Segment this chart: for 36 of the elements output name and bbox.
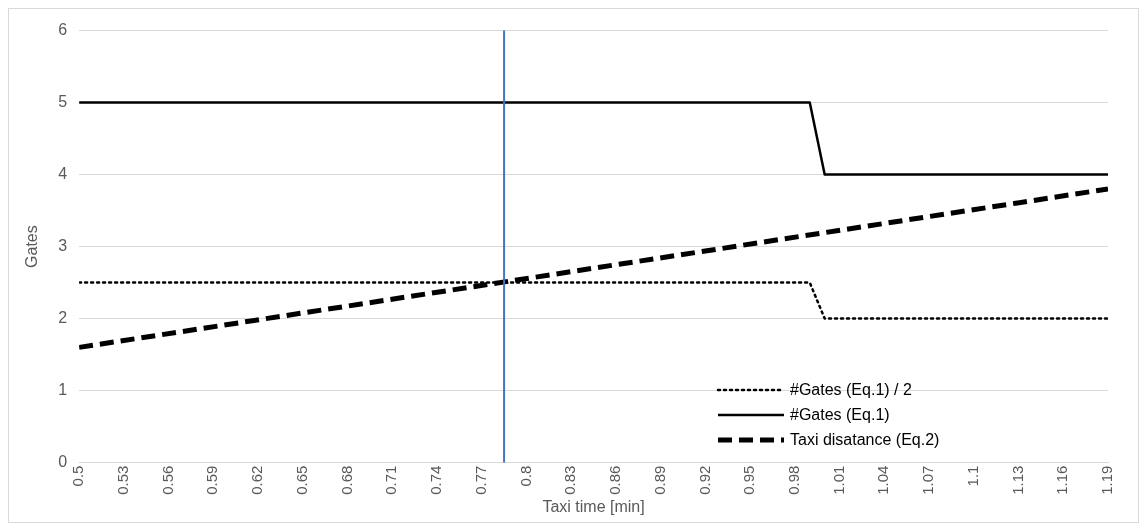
x-tick-label: 0.62	[248, 465, 266, 495]
y-tick-label: 3	[58, 237, 68, 255]
legend-label: Taxi disatance (Eq.2)	[790, 430, 940, 448]
x-tick-label: 0.8	[516, 465, 534, 487]
x-tick-label: 1.13	[1008, 465, 1026, 495]
x-tick-label: 1.16	[1053, 465, 1071, 495]
x-tick-label: 0.71	[382, 465, 400, 495]
y-tick-label: 2	[58, 309, 68, 327]
y-tick-label: 5	[58, 93, 68, 111]
x-tick-label: 0.77	[471, 465, 489, 495]
x-tick-label: 0.89	[650, 465, 668, 495]
x-tick-label: 0.59	[203, 465, 221, 495]
x-axis-title: Taxi time [min]	[542, 497, 645, 515]
x-tick-label: 0.92	[695, 465, 713, 495]
x-tick-label: 1.1	[963, 465, 981, 487]
x-tick-label: 0.5	[69, 465, 87, 487]
y-tick-label: 6	[58, 21, 68, 39]
x-tick-label: 0.56	[158, 465, 176, 495]
x-tick-label: 0.98	[785, 465, 802, 495]
x-tick-label: 0.83	[561, 465, 579, 495]
x-tick-label: 1.19	[1098, 465, 1116, 495]
x-tick-label: 0.86	[606, 465, 624, 495]
x-tick-label: 1.07	[919, 465, 937, 495]
x-tick-label: 0.68	[337, 465, 355, 495]
y-tick-label: 4	[58, 165, 68, 183]
x-tick-label: 0.53	[113, 465, 131, 495]
y-tick-label: 0	[58, 453, 68, 471]
x-tick-label: 0.65	[292, 465, 310, 495]
y-tick-label: 1	[58, 381, 68, 399]
x-tick-label: 0.74	[427, 465, 445, 495]
x-tick-label: 1.01	[829, 465, 847, 495]
x-tick-label: 1.04	[874, 465, 892, 495]
x-tick-label: 0.95	[740, 465, 758, 495]
y-axis-title: Gates	[23, 225, 41, 268]
legend-label: #Gates (Eq.1)	[790, 405, 890, 423]
legend-label: #Gates (Eq.1) / 2	[790, 380, 912, 398]
